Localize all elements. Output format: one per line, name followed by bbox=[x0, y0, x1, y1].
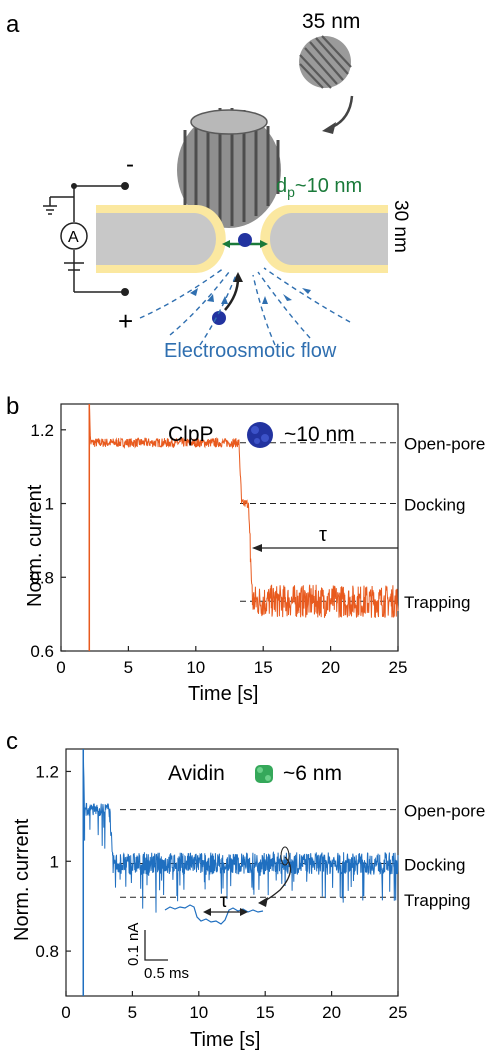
panel-c-size-label: ~6 nm bbox=[283, 762, 342, 785]
x-tick-label: 15 bbox=[254, 658, 273, 677]
scale-current: 0.1 nA bbox=[125, 923, 142, 966]
panel-b-xlabel: Time [s] bbox=[188, 683, 258, 705]
panel-c-letter: c bbox=[6, 728, 18, 755]
panel-c: c Norm. current 0 5 10 15 20 25 0.8 1 1.2 Open-p… bbox=[6, 728, 485, 1051]
x-tick-label: 15 bbox=[256, 1003, 275, 1022]
x-tick-label: 25 bbox=[389, 1003, 408, 1022]
trapped-protein bbox=[238, 233, 252, 247]
x-tick-label: 20 bbox=[321, 658, 340, 677]
flow-lines bbox=[139, 267, 351, 346]
origami-size-label: 35 nm bbox=[302, 10, 360, 33]
x-tick-label: 5 bbox=[124, 658, 133, 677]
free-protein bbox=[212, 311, 226, 325]
panel-c-trace bbox=[82, 748, 399, 996]
y-tick-label: 0.8 bbox=[30, 568, 54, 587]
panel-c-protein-label: Avidin bbox=[168, 762, 225, 785]
panel-b-ticks: 0 5 10 15 20 25 0.6 0.8 1 1.2 bbox=[30, 421, 407, 677]
panel-c-ticks: 0 5 10 15 20 25 0.8 1 1.2 bbox=[35, 762, 407, 1022]
panel-b-levels: Open-pore Docking Trapping bbox=[240, 435, 485, 612]
panel-a: a 35 nm bbox=[6, 10, 411, 362]
x-tick-label: 25 bbox=[389, 658, 408, 677]
x-tick-label: 10 bbox=[189, 1003, 208, 1022]
panel-b-trace bbox=[88, 403, 399, 651]
y-tick-label: 1 bbox=[45, 495, 54, 514]
y-tick-label: 1.2 bbox=[35, 762, 59, 781]
panel-b-ylabel: Norm. current bbox=[24, 484, 46, 607]
flow-arrowheads bbox=[190, 288, 311, 304]
panel-b: b Norm. current 0 5 10 15 20 25 0.6 0.8 1 1.2 Ope… bbox=[6, 393, 485, 705]
y-tick-label: 0.6 bbox=[30, 642, 54, 661]
panel-b-tau: τ bbox=[319, 524, 327, 546]
large-origami bbox=[177, 108, 281, 228]
y-tick-label: 1.2 bbox=[30, 421, 54, 440]
x-tick-label: 10 bbox=[186, 658, 205, 677]
circuit bbox=[43, 185, 125, 293]
level-label-open-pore: Open-pore bbox=[404, 802, 485, 821]
level-label-trapping: Trapping bbox=[404, 891, 470, 910]
ammeter-label: A bbox=[68, 229, 79, 246]
level-label-trapping: Trapping bbox=[404, 593, 470, 612]
clpp-icon bbox=[247, 422, 273, 448]
panel-b-axes bbox=[60, 403, 399, 652]
panel-c-xlabel: Time [s] bbox=[190, 1029, 260, 1051]
plus-sign: + bbox=[118, 306, 133, 336]
panel-c-tau: τ bbox=[220, 891, 228, 912]
panel-b-protein-label: ClpP bbox=[168, 423, 214, 446]
membrane bbox=[96, 205, 388, 273]
small-origami bbox=[299, 35, 352, 89]
x-tick-label: 20 bbox=[322, 1003, 341, 1022]
panel-c-ylabel: Norm. current bbox=[11, 818, 33, 941]
panel-c-inset: τ 0.1 nA 0.5 ms bbox=[125, 846, 292, 982]
scale-time: 0.5 ms bbox=[144, 965, 189, 982]
thickness-label: 30 nm bbox=[390, 200, 411, 253]
panel-b-size-label: ~10 nm bbox=[284, 423, 355, 446]
current-trace bbox=[88, 403, 399, 651]
approach-arrow bbox=[329, 95, 354, 130]
x-tick-label: 0 bbox=[61, 1003, 70, 1022]
dp-label: dp~10 nm bbox=[276, 175, 362, 200]
minus-sign: - bbox=[126, 151, 134, 178]
x-tick-label: 0 bbox=[56, 658, 65, 677]
level-label-open-pore: Open-pore bbox=[404, 435, 485, 454]
avidin-icon bbox=[255, 765, 273, 783]
level-label-docking: Docking bbox=[404, 856, 465, 875]
y-tick-label: 0.8 bbox=[35, 942, 59, 961]
panel-b-letter: b bbox=[6, 393, 19, 420]
panel-a-letter: a bbox=[6, 11, 20, 38]
level-label-docking: Docking bbox=[404, 496, 465, 515]
x-tick-label: 5 bbox=[128, 1003, 137, 1022]
flow-label: Electroosmotic flow bbox=[164, 340, 337, 362]
current-trace bbox=[82, 748, 399, 996]
y-tick-label: 1 bbox=[50, 852, 59, 871]
